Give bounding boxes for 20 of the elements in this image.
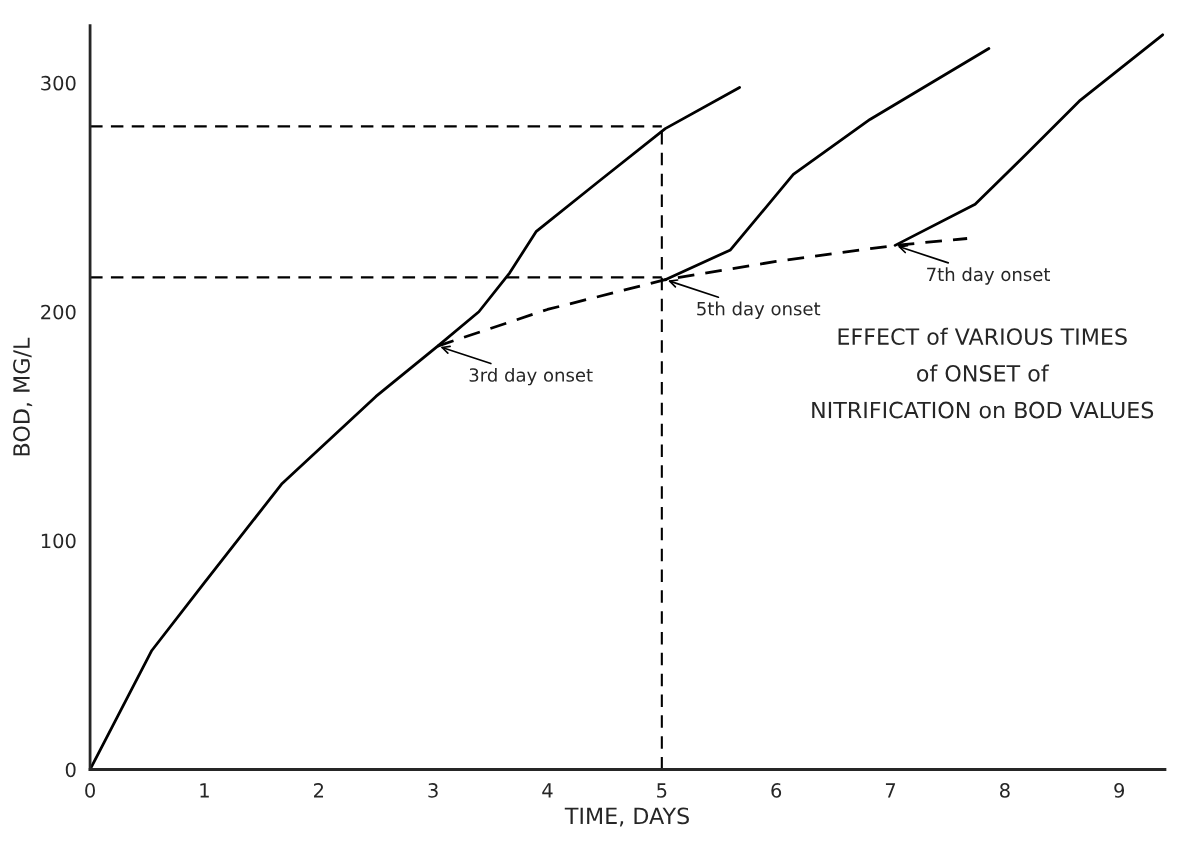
x-tick-label: 1 (200, 783, 209, 798)
y-tick-label: 300 (41, 75, 76, 91)
x-tick-label: 5 (657, 783, 667, 798)
y-tick-label: 0 (65, 762, 76, 778)
y-tick-label: 200 (41, 304, 76, 320)
y-tick-label: 100 (41, 533, 76, 549)
x-tick-label: 9 (1114, 783, 1125, 798)
x-tick-label: 6 (771, 783, 782, 798)
annotation: 7th day onset (927, 267, 1051, 285)
y-axis-title: BOD, MG/L (13, 337, 33, 456)
x-tick-label: 3 (428, 783, 438, 798)
text: EFFECT of VARIOUS TIMES of ONSET of NITRIFICATION on BOD VALUES (812, 327, 1154, 419)
x-axis-title: TIME, DAYS (564, 807, 689, 827)
x-tick-label: 8 (1000, 783, 1010, 798)
annotation: 3rd day onset (469, 367, 593, 386)
x-tick-label: 4 (542, 783, 553, 798)
x-tick-label: 2 (314, 783, 324, 798)
x-tick-label: 0 (85, 783, 95, 798)
annotation: 5th day onset (697, 301, 821, 319)
x-tick-label: 7 (885, 783, 896, 798)
